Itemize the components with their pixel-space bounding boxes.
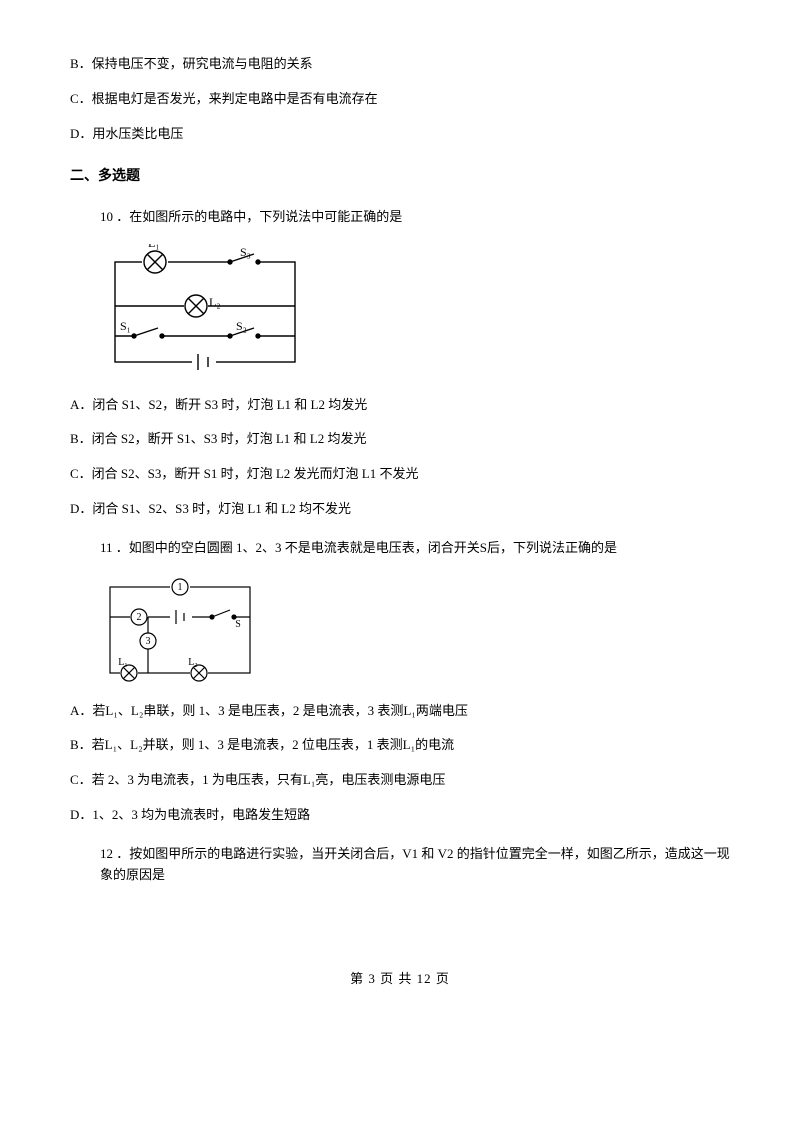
q11-a-pre: A．若 bbox=[70, 703, 105, 718]
q11-b-l1: L₁ bbox=[105, 737, 117, 752]
q11-prompt-post: 后，下列说法正确的是 bbox=[487, 540, 617, 555]
q11-c-l1: L₁ bbox=[303, 772, 315, 787]
label-s2: S₂ bbox=[236, 319, 247, 333]
q12-prompt: 12 ．按如图甲所示的电路进行实验，当开关闭合后，V1 和 V2 的指针位置完全… bbox=[100, 844, 730, 886]
label-meter-2: 2 bbox=[137, 612, 142, 623]
label-meter-1: 1 bbox=[178, 582, 183, 593]
label-switch-s: S bbox=[235, 619, 241, 630]
label-l2: L₂ bbox=[188, 657, 198, 668]
label-s1: S₁ bbox=[120, 319, 131, 333]
q11-prompt: 11 ．如图中的空白圆圈 1、2、3 不是电流表就是电压表，闭合开关S后，下列说… bbox=[100, 538, 730, 559]
page-footer: 第 3 页 共 12 页 bbox=[0, 969, 800, 990]
footer-mid: 页 共 bbox=[376, 971, 417, 986]
q11-b-mid1: 、 bbox=[117, 737, 130, 752]
q11-a-l1b: L₁ bbox=[403, 703, 415, 718]
q11-b-pre: B．若 bbox=[70, 737, 105, 752]
q11-prompt-pre: 11 ．如图中的空白圆圈 1、2、3 不是电流表就是电压表，闭合开关 bbox=[100, 540, 480, 555]
q11-option-d: D．1、2、3 均为电流表时，电路发生短路 bbox=[70, 805, 730, 826]
q10-option-c: C．闭合 S2、S3，断开 S1 时，灯泡 L2 发光而灯泡 L1 不发光 bbox=[70, 464, 730, 485]
q11-a-l2: L₂ bbox=[131, 703, 143, 718]
footer-total: 12 bbox=[417, 971, 432, 986]
q11-a-mid1: 、 bbox=[118, 703, 131, 718]
q11-a-post: 两端电压 bbox=[416, 703, 468, 718]
q10-option-b: B．闭合 S2，断开 S1、S3 时，灯泡 L1 和 L2 均发光 bbox=[70, 429, 730, 450]
q10-option-a: A．闭合 S1、S2，断开 S3 时，灯泡 L1 和 L2 均发光 bbox=[70, 395, 730, 416]
label-s3: S₃ bbox=[240, 245, 251, 259]
footer-post: 页 bbox=[432, 971, 450, 986]
q11-option-a: A．若L₁、L₂串联，则 1、3 是电压表，2 是电流表，3 表测L₁两端电压 bbox=[70, 701, 730, 722]
footer-pre: 第 bbox=[350, 971, 368, 986]
q10-option-d: D．闭合 S1、S2、S3 时，灯泡 L1 和 L2 均不发光 bbox=[70, 499, 730, 520]
label-l1: L₁ bbox=[148, 244, 160, 250]
q11-b-mid2: 并联，则 1、3 是电流表，2 位电压表，1 表测 bbox=[143, 737, 403, 752]
footer-page: 3 bbox=[368, 971, 376, 986]
q11-a-mid2: 串联，则 1、3 是电压表，2 是电流表，3 表测 bbox=[143, 703, 403, 718]
q11-a-l1: L₁ bbox=[105, 703, 117, 718]
option-d: D．用水压类比电压 bbox=[70, 124, 730, 145]
q11-c-post: 亮，电压表测电源电压 bbox=[315, 772, 445, 787]
q11-option-b: B．若L₁、L₂并联，则 1、3 是电流表，2 位电压表，1 表测L₁的电流 bbox=[70, 735, 730, 756]
q11-b-post: 的电流 bbox=[415, 737, 454, 752]
q11-b-l1b: L₁ bbox=[403, 737, 415, 752]
q11-c-pre: C．若 2、3 为电流表，1 为电压表，只有 bbox=[70, 772, 303, 787]
q11-circuit-diagram: 1 2 3 S L₁ L₂ bbox=[100, 575, 730, 685]
label-l2: L₂ bbox=[209, 295, 221, 309]
option-c: C．根据电灯是否发光，来判定电路中是否有电流存在 bbox=[70, 89, 730, 110]
q11-b-l2: L₂ bbox=[130, 737, 142, 752]
label-l1: L₁ bbox=[118, 657, 128, 668]
option-b: B．保持电压不变，研究电流与电阻的关系 bbox=[70, 54, 730, 75]
q11-option-c: C．若 2、3 为电流表，1 为电压表，只有L₁亮，电压表测电源电压 bbox=[70, 770, 730, 791]
q10-prompt: 10 ．在如图所示的电路中，下列说法中可能正确的是 bbox=[100, 207, 730, 228]
label-meter-3: 3 bbox=[146, 636, 151, 647]
q11-s: S bbox=[480, 540, 487, 555]
q10-circuit-diagram: L₁ S₃ L₂ S₁ S₂ bbox=[100, 244, 730, 379]
section-title: 二、多选题 bbox=[70, 166, 730, 188]
